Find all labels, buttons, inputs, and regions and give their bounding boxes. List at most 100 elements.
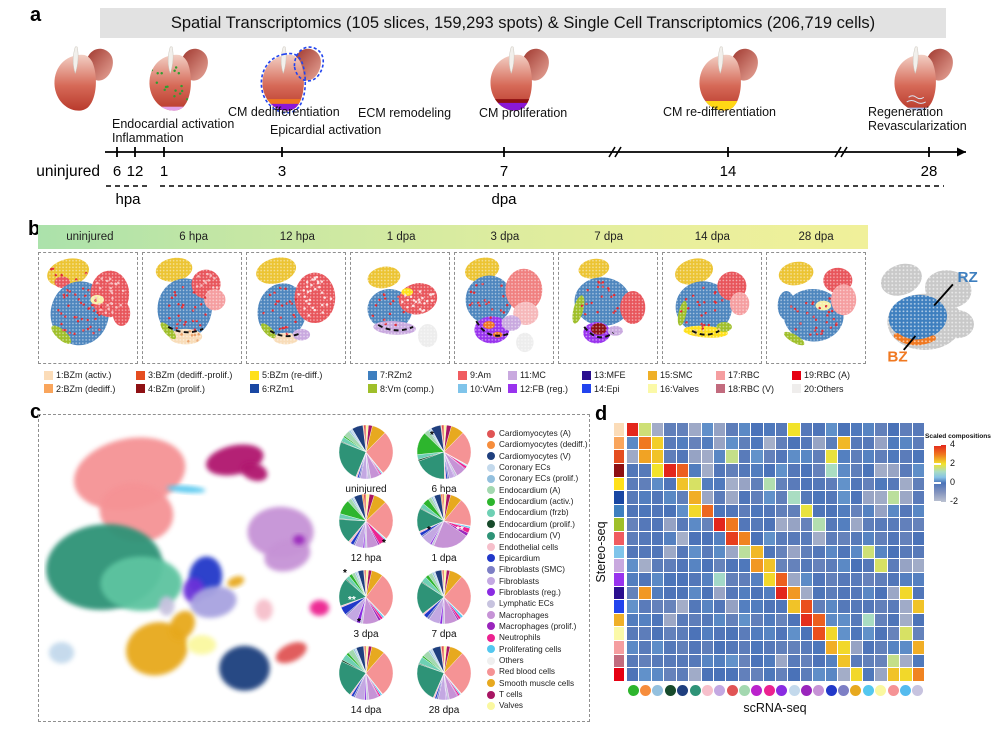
spatial-map-6hpa <box>142 252 242 364</box>
heatmap-cell <box>800 436 813 450</box>
pie-chart-1dpa: * ** <box>416 493 472 549</box>
heatmap-cell <box>838 545 850 559</box>
heatmap-cell <box>639 450 651 463</box>
legend-dot <box>487 554 495 563</box>
heatmap-cell <box>763 627 775 641</box>
heatmap-cell <box>726 559 738 572</box>
heart-icon-regen <box>894 46 953 111</box>
heatmap-cell <box>726 423 738 436</box>
heatmap-cell <box>627 450 639 463</box>
heatmap-cell <box>875 450 887 463</box>
legend-swatch <box>792 384 801 393</box>
pie-label: 7 dpa <box>431 629 457 640</box>
heatmap-cell <box>813 572 825 586</box>
heatmap-cell <box>627 463 639 477</box>
heatmap-cell <box>813 654 825 668</box>
heatmap-cell <box>639 545 651 559</box>
heatmap-cell <box>850 504 862 518</box>
heatmap-cell <box>651 532 664 545</box>
heatmap-cell <box>664 613 676 627</box>
heatmap-cell <box>813 600 825 613</box>
heatmap-cell <box>676 545 689 559</box>
bz-zone-label: BZ <box>887 349 907 364</box>
heatmap-cell <box>676 436 689 450</box>
heatmap-cell <box>862 491 875 504</box>
heatmap-cell <box>776 559 788 572</box>
legend-item-celltype: Endocardium (activ.) <box>487 497 573 506</box>
legend-item-cluster: 19:RBC (A) <box>792 370 850 380</box>
heatmap-cell <box>788 477 800 491</box>
heatmap-cell <box>651 654 664 668</box>
legend-dot <box>487 463 495 472</box>
heatmap-cell <box>701 600 713 613</box>
heatmap-cell <box>813 491 825 504</box>
heatmap-cell <box>751 436 763 450</box>
heatmap-cell <box>800 450 813 463</box>
heatmap-cell <box>875 641 887 654</box>
legend-swatch <box>458 384 467 393</box>
heatmap-cell <box>825 668 838 681</box>
heatmap-cell <box>887 613 900 627</box>
heatmap-cell <box>676 463 689 477</box>
heatmap-cell <box>751 491 763 504</box>
heatmap-cell <box>887 559 900 572</box>
heatmap-cell <box>664 463 676 477</box>
heatmap-cell <box>776 572 788 586</box>
heatmap-cell <box>800 532 813 545</box>
heatmap-cell <box>788 613 800 627</box>
heatmap-cell <box>800 627 813 641</box>
heatmap-cell <box>875 600 887 613</box>
heatmap-cell <box>788 504 800 518</box>
heatmap-cell <box>627 627 639 641</box>
svg-text:hpa: hpa <box>115 191 141 208</box>
heatmap-cell <box>651 477 664 491</box>
heatmap-cell <box>713 518 726 532</box>
heatmap-cell <box>825 436 838 450</box>
heatmap-cell <box>726 532 738 545</box>
colorbar-tick-label: 0 <box>950 477 956 487</box>
heatmap-cell <box>800 668 813 681</box>
heatmap-cell <box>788 423 800 436</box>
timeline-axis: 6 12 1 3 7 14 28 uninjured hpa dpa <box>36 146 966 208</box>
heatmap-cell <box>875 545 887 559</box>
heatmap-cell <box>639 491 651 504</box>
heatmap-cell <box>825 627 838 641</box>
heatmap-cell <box>825 600 838 613</box>
heatmap-cell <box>800 641 813 654</box>
heatmap-cell <box>676 641 689 654</box>
heatmap-cell <box>875 668 887 681</box>
heatmap-cell <box>726 545 738 559</box>
heatmap-cell <box>838 627 850 641</box>
heatmap-cell <box>664 654 676 668</box>
heatmap-cell <box>726 518 738 532</box>
heatmap-cell <box>751 463 763 477</box>
heatmap-cell <box>689 600 701 613</box>
colorbar-tick-dash <box>934 444 941 446</box>
heatmap-cell <box>664 627 676 641</box>
heatmap-cell <box>689 532 701 545</box>
svg-text:*: * <box>427 525 431 536</box>
heatmap-cell <box>887 477 900 491</box>
legend-item-cluster: 15:SMC <box>648 370 693 380</box>
heatmap-cell <box>800 477 813 491</box>
heatmap-cell <box>813 532 825 545</box>
heatmap-cell <box>751 532 763 545</box>
legend-item-cluster: 2:BZm (dediff.) <box>44 384 115 394</box>
legend-swatch <box>508 384 517 393</box>
heatmap-cell <box>850 463 862 477</box>
legend-dot <box>487 429 495 438</box>
panel-c-label: c <box>30 401 42 423</box>
legend-item-cluster: 11:MC <box>508 370 546 380</box>
heatmap-cell <box>912 627 924 641</box>
stage-label: Endocardial activation Inflammation <box>112 117 235 145</box>
heatmap-cell <box>689 436 701 450</box>
legend-item-celltype: Lymphatic ECs <box>487 599 554 608</box>
heatmap-cell <box>912 518 924 532</box>
heatmap-cell <box>689 491 701 504</box>
heatmap-cell <box>862 518 875 532</box>
colorbar-tick-dash <box>934 501 941 503</box>
heatmap-cell <box>751 450 763 463</box>
svg-text:**: ** <box>348 595 356 606</box>
heatmap-cell <box>788 572 800 586</box>
heatmap-cell <box>701 463 713 477</box>
